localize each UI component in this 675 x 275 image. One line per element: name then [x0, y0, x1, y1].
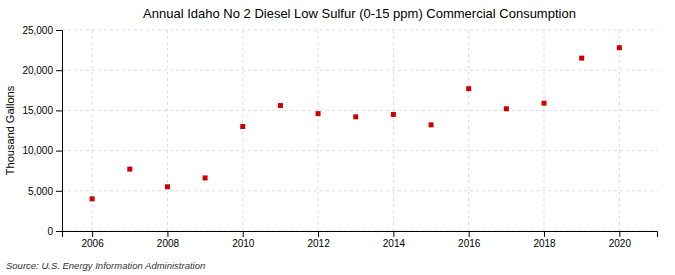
y-tick-label: 5,000 [28, 186, 53, 197]
x-tick: 2008 [157, 231, 180, 249]
y-tick: 5,000 [28, 186, 62, 197]
x-grid-line [544, 30, 545, 231]
x-tick-label: 2020 [609, 238, 632, 249]
y-tick-label: 10,000 [22, 145, 53, 156]
x-grid-line [167, 30, 168, 231]
grid [62, 30, 657, 231]
x-grid-line [468, 30, 469, 231]
point [240, 124, 245, 129]
chart: 2006 2008 2010 2012 2014 2016 2018 2020 0 5,000 10… [0, 0, 675, 275]
y-tick: 25,000 [22, 25, 62, 36]
point [504, 106, 509, 111]
y-axis: 0 5,000 10,000 15,000 20,000 25,000 [22, 25, 62, 237]
y-tick: 0 [47, 226, 62, 237]
x-tick: 2016 [458, 231, 481, 249]
x-tick-mark [243, 231, 244, 237]
title: Annual Idaho No 2 Diesel Low Sulfur (0-1… [143, 6, 576, 21]
x-tick-mark [393, 231, 394, 237]
point [203, 175, 208, 180]
x-tick-mark [619, 231, 620, 237]
y-tick-label: 0 [47, 226, 53, 237]
x-tick-mark [544, 231, 545, 237]
point [579, 56, 584, 61]
y-tick-label: 20,000 [22, 65, 53, 76]
point [316, 111, 321, 116]
point [165, 184, 170, 189]
x-tick-mark [167, 231, 168, 237]
x-tick-label: 2010 [232, 238, 255, 249]
x-tick-label: 2014 [383, 238, 406, 249]
x-tick-label: 2006 [82, 238, 105, 249]
plot: 2006 2008 2010 2012 2014 2016 2018 2020 0 5,000 10… [22, 25, 657, 249]
x-grid-line [619, 30, 620, 231]
x-tick-label: 2018 [533, 238, 556, 249]
x-tick-mark [469, 231, 470, 237]
x-tick: 2010 [232, 231, 255, 249]
x-tick: 2018 [533, 231, 556, 249]
y-grid-line [62, 30, 657, 31]
y-tick-mark [56, 151, 62, 152]
x-tick-mark [318, 231, 319, 237]
point [127, 167, 132, 172]
y-grid-line [62, 110, 657, 111]
x-tick: 2012 [307, 231, 330, 249]
x-tick: 2006 [82, 231, 105, 249]
point [429, 122, 434, 127]
points [90, 45, 622, 201]
y-tick-mark [56, 70, 62, 71]
x-axis: 2006 2008 2010 2012 2014 2016 2018 2020 [63, 231, 658, 249]
point [542, 101, 547, 106]
point [353, 114, 358, 119]
point [278, 103, 283, 108]
y-tick-label: 25,000 [22, 25, 53, 36]
y-tick: 10,000 [22, 145, 62, 156]
y-axis-line [56, 31, 63, 232]
y-tick-mark [56, 191, 62, 192]
y-grid-line [62, 70, 657, 71]
x-tick-label: 2016 [458, 238, 481, 249]
y-tick: 15,000 [22, 105, 62, 116]
y-tick-mark [56, 110, 62, 111]
y-tick-mark [56, 231, 62, 232]
x-tick-mark [92, 231, 93, 237]
source-note: Source: U.S. Energy Information Administ… [6, 260, 205, 271]
y-tick-mark [56, 30, 62, 31]
y-tick-label: 15,000 [22, 105, 53, 116]
point [617, 45, 622, 50]
x-axis-line [63, 232, 658, 238]
y-grid-line [62, 190, 657, 191]
x-tick-label: 2008 [157, 238, 180, 249]
x-grid-line [318, 30, 319, 231]
x-tick: 2020 [609, 231, 632, 249]
y-axis-title: Thousand Gallons [4, 85, 16, 175]
x-tick-label: 2012 [307, 238, 330, 249]
point [90, 196, 95, 201]
y-tick: 20,000 [22, 65, 62, 76]
point [391, 112, 396, 117]
y-grid-line [62, 150, 657, 151]
x-grid-line [242, 30, 243, 231]
point [466, 86, 471, 91]
x-grid-line [393, 30, 394, 231]
x-tick: 2014 [383, 231, 406, 249]
